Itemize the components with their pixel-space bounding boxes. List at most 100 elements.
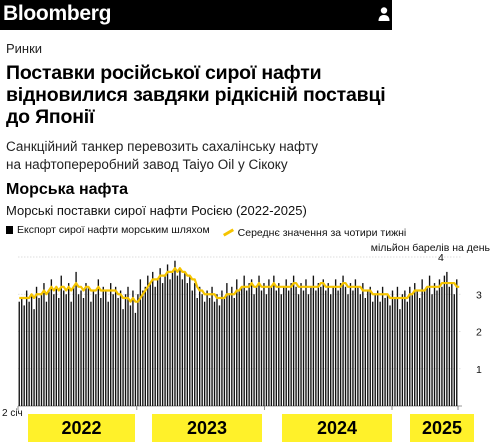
bar-58	[161, 283, 164, 406]
bar-37	[110, 283, 112, 406]
bar-26	[82, 297, 85, 406]
bar-133	[347, 294, 349, 406]
bar-81	[218, 305, 221, 406]
bar-110	[290, 283, 292, 406]
bar-125	[327, 283, 329, 406]
bar-118	[310, 286, 312, 406]
bar-102	[270, 286, 273, 406]
bar-71	[194, 283, 196, 406]
bar-92	[245, 290, 248, 406]
bloomberg-logo[interactable]: Bloomberg	[3, 2, 112, 25]
bar-49	[139, 279, 142, 406]
y-tick-label-2: 2	[476, 327, 482, 339]
x-ticks	[17, 406, 459, 410]
bar-177	[456, 279, 458, 406]
bar-64	[176, 275, 179, 407]
bar-165	[426, 286, 428, 406]
bar-25	[80, 290, 82, 406]
bar-174	[448, 286, 451, 406]
bar-16	[58, 297, 60, 406]
bar-15	[55, 286, 57, 406]
bar-101	[268, 279, 270, 406]
user-icon[interactable]	[378, 6, 390, 22]
bar-46	[132, 290, 134, 406]
bar-23	[75, 271, 77, 406]
y-tick-label-1: 1	[476, 364, 482, 376]
y-tick-label-4: 4	[438, 252, 444, 264]
bar-176	[453, 294, 455, 406]
bar-20	[67, 283, 70, 406]
bar-112	[295, 286, 297, 406]
bar-155	[401, 294, 404, 406]
bar-42	[122, 309, 124, 406]
bar-145	[376, 290, 379, 406]
bar-163	[421, 279, 423, 406]
bar-154	[399, 309, 401, 406]
bar-65	[179, 268, 181, 406]
bar-21	[70, 301, 72, 406]
bar-134	[349, 283, 352, 406]
bar-139	[362, 283, 364, 406]
legend-item-average: Середнє значення за чотири тижні	[222, 227, 406, 239]
bar-129	[337, 290, 339, 406]
bar-50	[142, 290, 144, 406]
bar-132	[344, 286, 347, 406]
legend-label-exports: Експорт сирої нафти морським шляхом	[17, 224, 210, 236]
y-axis-label: мільйон барелів на день	[371, 242, 491, 254]
bar-149	[386, 294, 389, 406]
average-line	[19, 267, 460, 303]
bar-9	[40, 294, 43, 406]
bar-17	[60, 275, 62, 407]
bar-122	[320, 286, 322, 406]
bar-19	[65, 294, 67, 406]
chart-plot: 1 2 3 4 мільйон барелів на день 2 січ	[2, 242, 491, 418]
legend-bar-swatch	[6, 226, 13, 234]
bar-113	[297, 294, 300, 406]
bar-103	[273, 275, 275, 407]
bar-62	[171, 271, 174, 406]
bar-138	[359, 294, 362, 406]
bar-160	[414, 283, 416, 406]
bar-108	[285, 279, 287, 406]
bar-69	[189, 275, 191, 407]
chart-title: Морська нафта	[6, 181, 129, 198]
bar-68	[186, 283, 189, 406]
bar-33	[100, 297, 102, 406]
bar-135	[352, 290, 354, 406]
chart-subtitle: Морські поставки сирої нафти Росією (202…	[6, 203, 307, 218]
bar-162	[419, 297, 421, 406]
bar-140	[364, 297, 366, 406]
top-bar: Bloomberg	[0, 0, 392, 30]
bar-70	[191, 290, 193, 406]
bar-79	[213, 301, 216, 406]
bar-97	[258, 275, 260, 407]
bar-173	[446, 271, 448, 406]
bar-59	[164, 275, 166, 407]
bar-150	[389, 305, 391, 406]
bar-67	[184, 271, 186, 406]
bar-131	[342, 275, 344, 407]
bar-143	[372, 301, 374, 406]
bar-106	[280, 294, 282, 406]
bar-31	[95, 294, 97, 406]
bar-128	[334, 279, 337, 406]
bar-86	[231, 286, 233, 406]
year-band-2022: 2022	[28, 414, 135, 442]
bar-48	[137, 294, 139, 406]
bar-119	[312, 275, 315, 407]
bar-87	[233, 297, 235, 406]
bar-89	[238, 290, 240, 406]
bar-6	[33, 309, 35, 406]
bar-73	[199, 286, 201, 406]
bar-28	[87, 286, 90, 406]
bar-54	[152, 271, 154, 406]
bar-2	[23, 305, 25, 406]
year-band-2025: 2025	[410, 414, 474, 442]
bar-115	[302, 290, 305, 406]
bar-61	[169, 279, 171, 406]
bar-171	[441, 286, 443, 406]
section-label[interactable]: Ринки	[6, 41, 43, 56]
bar-168	[433, 283, 436, 406]
bar-18	[63, 290, 65, 406]
bar-114	[300, 283, 302, 406]
